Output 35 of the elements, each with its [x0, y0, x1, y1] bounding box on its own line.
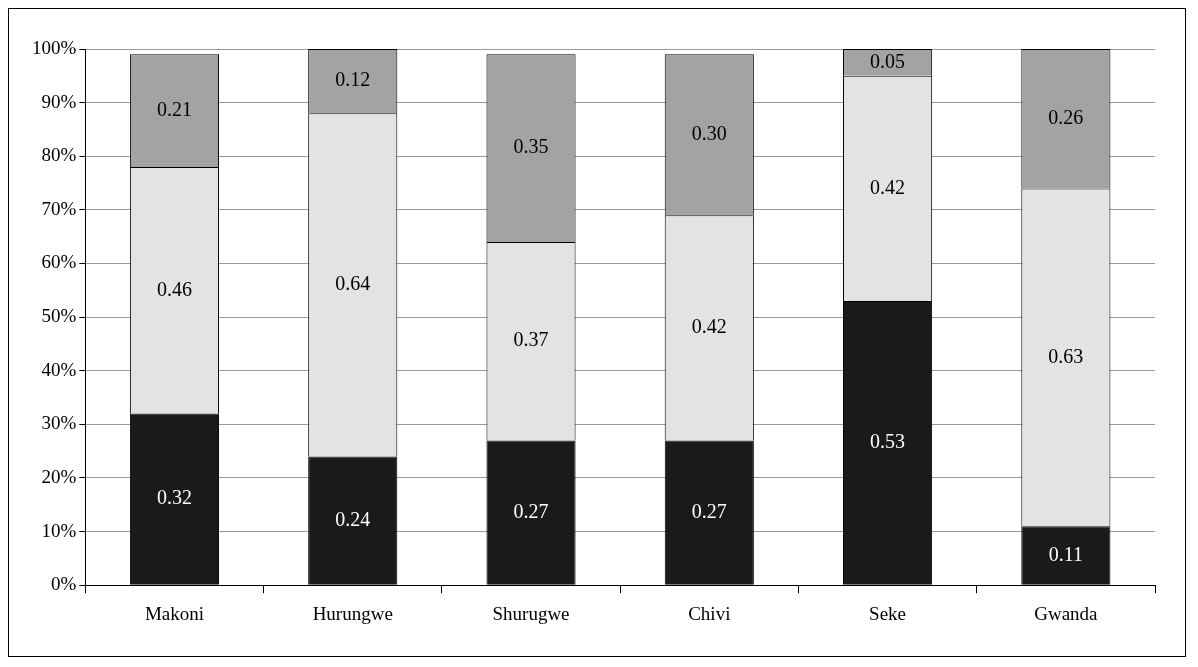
- data-label: 0.24: [335, 507, 371, 530]
- data-label: 0.11: [1048, 542, 1083, 565]
- x-tick-label: Gwanda: [1034, 602, 1099, 624]
- data-label: 0.53: [870, 430, 906, 453]
- y-tick-label: 80%: [41, 144, 77, 166]
- data-label: 0.46: [156, 277, 192, 300]
- data-label: 0.35: [513, 135, 549, 158]
- data-label: 0.21: [156, 97, 192, 120]
- y-tick-label: 0%: [51, 573, 77, 595]
- x-tick-label: Makoni: [144, 602, 205, 624]
- x-tick-label: Hurungwe: [312, 602, 393, 624]
- data-label: 0.37: [513, 328, 549, 351]
- y-tick-label: 40%: [41, 358, 77, 380]
- y-tick-label: 90%: [41, 90, 77, 112]
- y-tick-label: 100%: [32, 36, 77, 58]
- y-tick-label: 10%: [41, 519, 77, 541]
- x-tick-label: Chivi: [688, 602, 731, 624]
- data-label: 0.30: [691, 122, 727, 145]
- x-tick-label: Seke: [869, 602, 907, 624]
- data-label: 0.05: [870, 49, 906, 72]
- data-label: 0.12: [335, 68, 371, 91]
- x-tick-label: Shurugwe: [492, 602, 570, 624]
- data-label: 0.63: [1048, 344, 1084, 367]
- data-label: 0.42: [691, 315, 727, 338]
- data-label: 0.27: [513, 499, 549, 522]
- y-tick-label: 20%: [41, 465, 77, 487]
- data-label: 0.42: [870, 175, 906, 198]
- data-label: 0.26: [1048, 105, 1084, 128]
- y-tick-label: 50%: [41, 305, 77, 327]
- y-tick-label: 60%: [41, 251, 77, 273]
- y-tick-label: 30%: [41, 412, 77, 434]
- data-label: 0.32: [156, 486, 192, 509]
- data-label: 0.27: [691, 499, 727, 522]
- data-label: 0.64: [335, 272, 371, 295]
- y-tick-label: 70%: [41, 197, 77, 219]
